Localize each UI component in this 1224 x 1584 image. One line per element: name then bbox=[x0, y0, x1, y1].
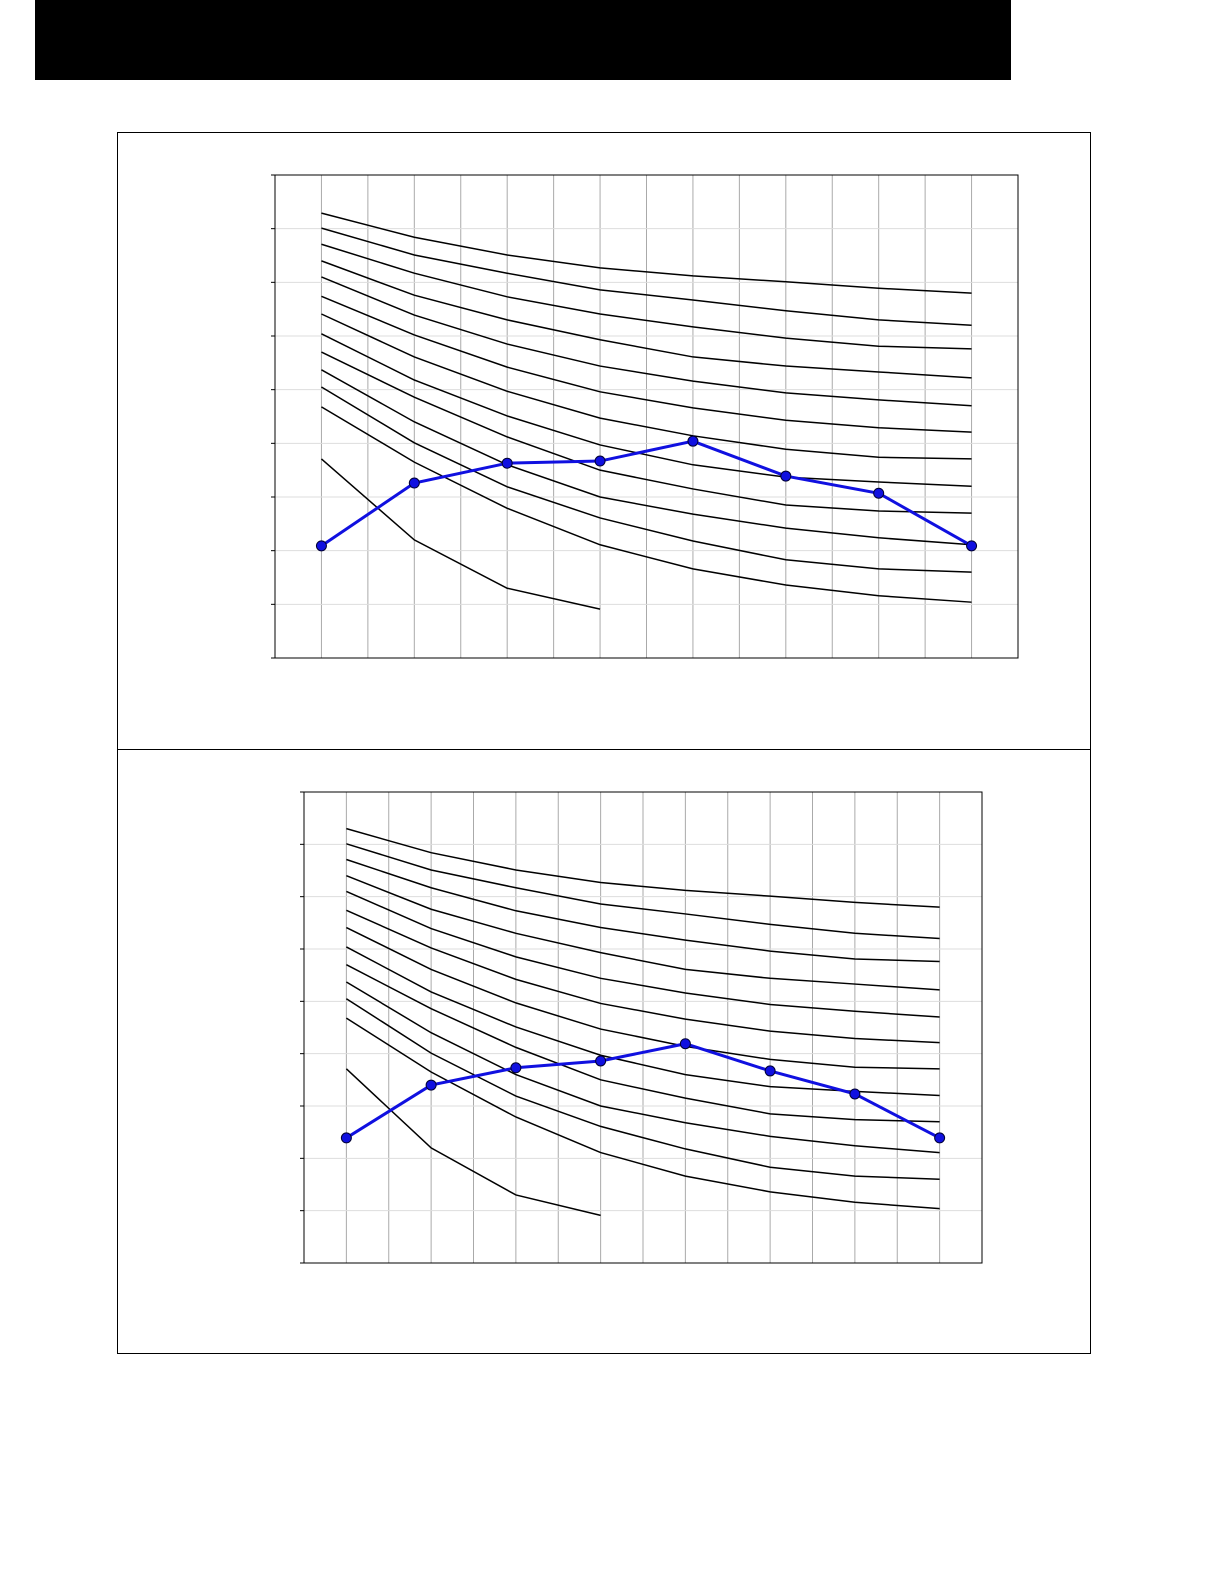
series-line bbox=[345, 1042, 941, 1140]
series-line bbox=[345, 1068, 601, 1217]
series-marker bbox=[408, 477, 420, 489]
series-marker bbox=[315, 540, 327, 552]
series-marker bbox=[966, 540, 978, 552]
series-marker bbox=[595, 1055, 607, 1067]
series-line bbox=[346, 858, 940, 963]
series-line bbox=[321, 386, 972, 573]
series-marker bbox=[764, 1065, 776, 1077]
series-line bbox=[321, 212, 972, 294]
header-bar bbox=[35, 0, 1011, 80]
series-marker bbox=[510, 1062, 522, 1074]
series-marker bbox=[501, 457, 513, 469]
series-line bbox=[346, 909, 940, 1044]
series-line bbox=[345, 981, 940, 1154]
plot-area bbox=[274, 174, 1019, 659]
series-marker bbox=[340, 1132, 352, 1144]
series-marker bbox=[849, 1088, 861, 1100]
series-line bbox=[346, 875, 940, 991]
series-line bbox=[321, 243, 972, 350]
plot-area bbox=[303, 791, 983, 1264]
series-line bbox=[321, 406, 972, 603]
series-line bbox=[321, 351, 972, 514]
series-line bbox=[345, 1017, 940, 1210]
series-line bbox=[346, 964, 940, 1123]
series-line bbox=[321, 333, 972, 488]
series-marker bbox=[679, 1038, 691, 1050]
series-line bbox=[346, 926, 940, 1070]
series-marker bbox=[425, 1079, 437, 1091]
series-line bbox=[321, 369, 972, 546]
series-line bbox=[321, 260, 972, 379]
series-marker bbox=[780, 470, 792, 482]
series-line bbox=[321, 313, 972, 460]
series-marker bbox=[594, 455, 606, 467]
series-line bbox=[321, 227, 972, 327]
series-marker bbox=[934, 1132, 946, 1144]
series-line bbox=[346, 843, 940, 940]
series-marker bbox=[873, 487, 885, 499]
series-line bbox=[321, 276, 972, 407]
series-line bbox=[321, 295, 972, 433]
series-line bbox=[320, 458, 601, 610]
series-marker bbox=[687, 435, 699, 447]
series-line bbox=[345, 998, 940, 1181]
divider bbox=[117, 749, 1091, 750]
series-line bbox=[346, 827, 940, 908]
series-line bbox=[320, 439, 973, 548]
series-line bbox=[346, 890, 940, 1018]
chart-frame bbox=[117, 132, 1091, 1354]
